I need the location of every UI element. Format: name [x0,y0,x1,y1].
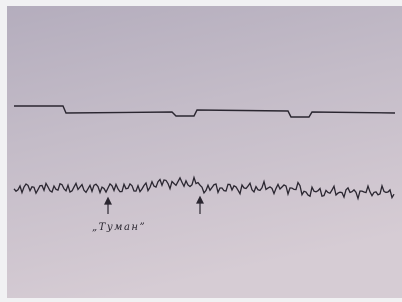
photo: „Туман” [0,0,402,302]
page: „Туман” (() => { const data = JSON.parse… [0,0,402,302]
figure-label: „Туман” [92,222,146,233]
paper [7,6,402,298]
